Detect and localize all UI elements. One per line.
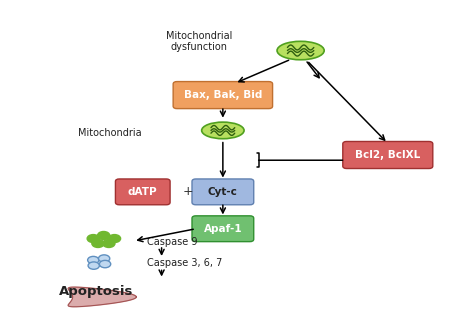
Text: Cyt-c: Cyt-c [208,187,238,197]
Text: Caspase 3, 6, 7: Caspase 3, 6, 7 [147,258,223,268]
Circle shape [99,255,110,262]
Text: Bax, Bak, Bid: Bax, Bak, Bid [184,90,262,100]
FancyBboxPatch shape [343,141,433,169]
Text: Caspase 9: Caspase 9 [147,237,198,247]
Polygon shape [68,287,137,307]
FancyBboxPatch shape [192,216,254,241]
Circle shape [92,240,104,247]
Circle shape [88,256,99,264]
Text: Mitochondria: Mitochondria [78,128,142,139]
FancyBboxPatch shape [116,179,170,205]
Circle shape [103,240,115,247]
Circle shape [100,260,111,268]
Text: Apoptosis: Apoptosis [58,285,133,298]
Text: dATP: dATP [128,187,157,197]
Ellipse shape [201,122,244,139]
Text: Apaf-1: Apaf-1 [203,224,242,234]
Ellipse shape [277,41,324,60]
Text: Bcl2, BclXL: Bcl2, BclXL [355,150,420,160]
Text: Mitochondrial
dysfunction: Mitochondrial dysfunction [166,30,232,52]
Circle shape [98,232,110,240]
Circle shape [88,262,100,269]
Circle shape [87,235,100,242]
Text: +: + [182,185,193,198]
FancyBboxPatch shape [192,179,254,205]
FancyBboxPatch shape [173,82,273,108]
Circle shape [109,235,120,242]
